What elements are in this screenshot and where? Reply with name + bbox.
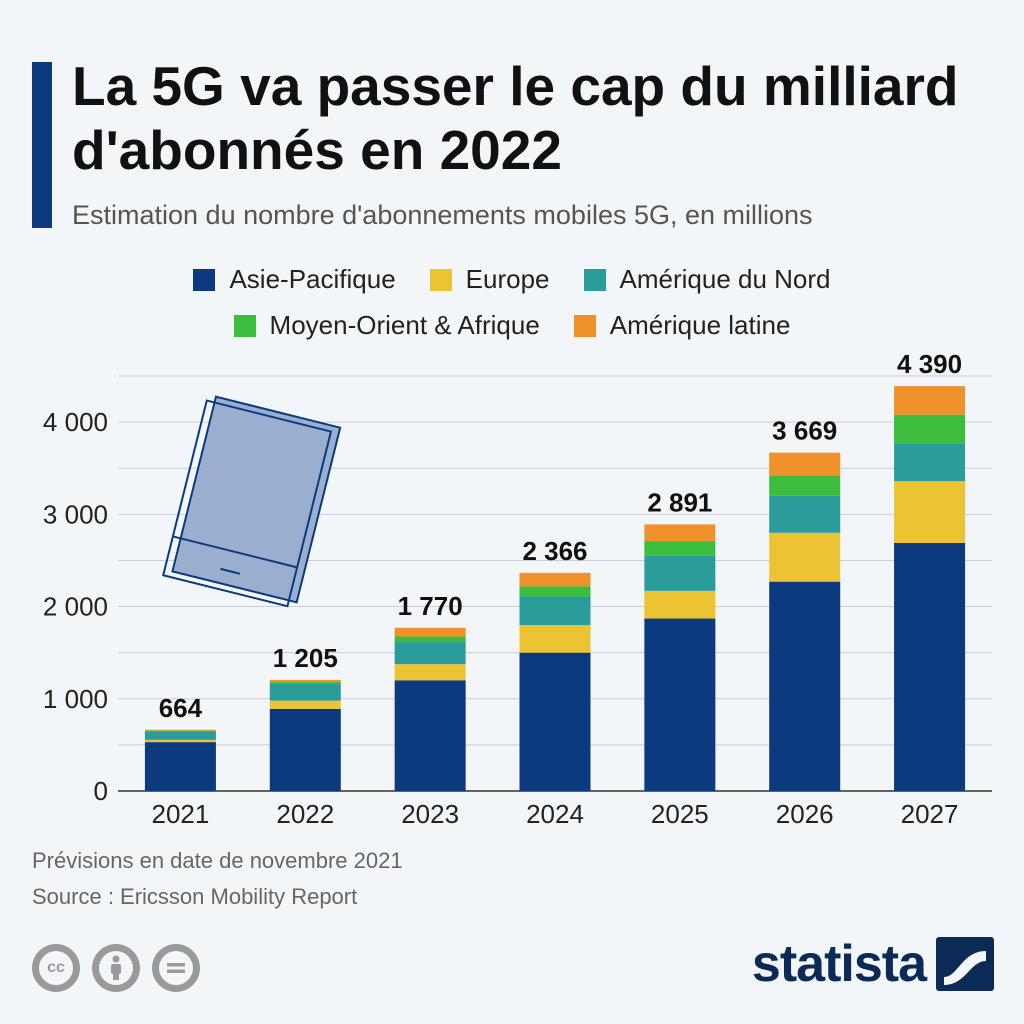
bar-segment <box>395 664 466 680</box>
bar-total-label: 4 390 <box>897 349 962 379</box>
bar-segment <box>894 443 965 481</box>
bar-segment <box>395 637 466 643</box>
bar-segment <box>520 625 591 653</box>
y-tick-label: 2 000 <box>43 592 108 622</box>
bar-segment <box>270 682 341 684</box>
x-tick-label: 2027 <box>901 799 959 829</box>
bar-segment <box>145 730 216 731</box>
stacked-bar-chart: 0 1 000 2 000 3 000 4 000 664 2021 1 205 2022 1 7… <box>0 0 1024 840</box>
bar-total-label: 2 891 <box>647 487 712 517</box>
bar-segment <box>270 709 341 791</box>
license-icons: cc <box>32 944 200 992</box>
bar-segment <box>270 684 341 701</box>
bar-segment <box>894 481 965 543</box>
bar-segment <box>644 619 715 791</box>
bar-segment <box>894 386 965 415</box>
source-note: Source : Ericsson Mobility Report <box>32 884 357 910</box>
bar-segment <box>769 476 840 496</box>
bar-segment <box>520 586 591 596</box>
bar-total-label: 664 <box>159 693 203 723</box>
bar-segment <box>270 701 341 709</box>
bar-segment <box>270 680 341 682</box>
x-tick-label: 2022 <box>276 799 334 829</box>
bar-segment <box>520 573 591 586</box>
brand-name: statista <box>752 934 926 994</box>
smartphone-icon <box>163 395 340 608</box>
bar-segment <box>145 732 216 740</box>
bar-segment <box>894 415 965 444</box>
bar-segment <box>769 533 840 582</box>
bar-segment <box>644 591 715 619</box>
bar-segment <box>644 556 715 591</box>
x-tick-label: 2024 <box>526 799 584 829</box>
bar-segment <box>520 653 591 791</box>
bar-total-label: 2 366 <box>522 536 587 566</box>
x-tick-label: 2026 <box>776 799 834 829</box>
bar-segment <box>395 628 466 637</box>
bar-segment <box>894 543 965 791</box>
no-derivatives-icon[interactable] <box>152 944 200 992</box>
bar-segment <box>520 596 591 625</box>
bar-segment <box>145 731 216 732</box>
bar-segment <box>769 582 840 791</box>
bar-total-label: 1 770 <box>398 591 463 621</box>
creative-commons-icon[interactable]: cc <box>32 944 80 992</box>
bar-segment <box>644 541 715 556</box>
x-tick-label: 2023 <box>401 799 459 829</box>
x-tick-label: 2025 <box>651 799 709 829</box>
y-tick-label: 3 000 <box>43 499 108 529</box>
y-tick-label: 0 <box>94 776 108 806</box>
bar-segment <box>395 680 466 791</box>
y-tick-label: 4 000 <box>43 407 108 437</box>
bar-total-label: 1 205 <box>273 643 338 673</box>
attribution-icon[interactable] <box>92 944 140 992</box>
bar-segment <box>145 740 216 742</box>
bar-segment <box>395 642 466 664</box>
bar-segment <box>769 496 840 533</box>
statista-logo-icon <box>936 937 994 991</box>
forecast-note: Prévisions en date de novembre 2021 <box>32 848 403 874</box>
bar-segment <box>145 742 216 791</box>
bar-segment <box>644 524 715 541</box>
bar-segment <box>769 453 840 476</box>
bar-total-label: 3 669 <box>772 416 837 446</box>
x-tick-label: 2021 <box>152 799 210 829</box>
y-tick-label: 1 000 <box>43 684 108 714</box>
statista-brand[interactable]: statista <box>752 934 994 994</box>
